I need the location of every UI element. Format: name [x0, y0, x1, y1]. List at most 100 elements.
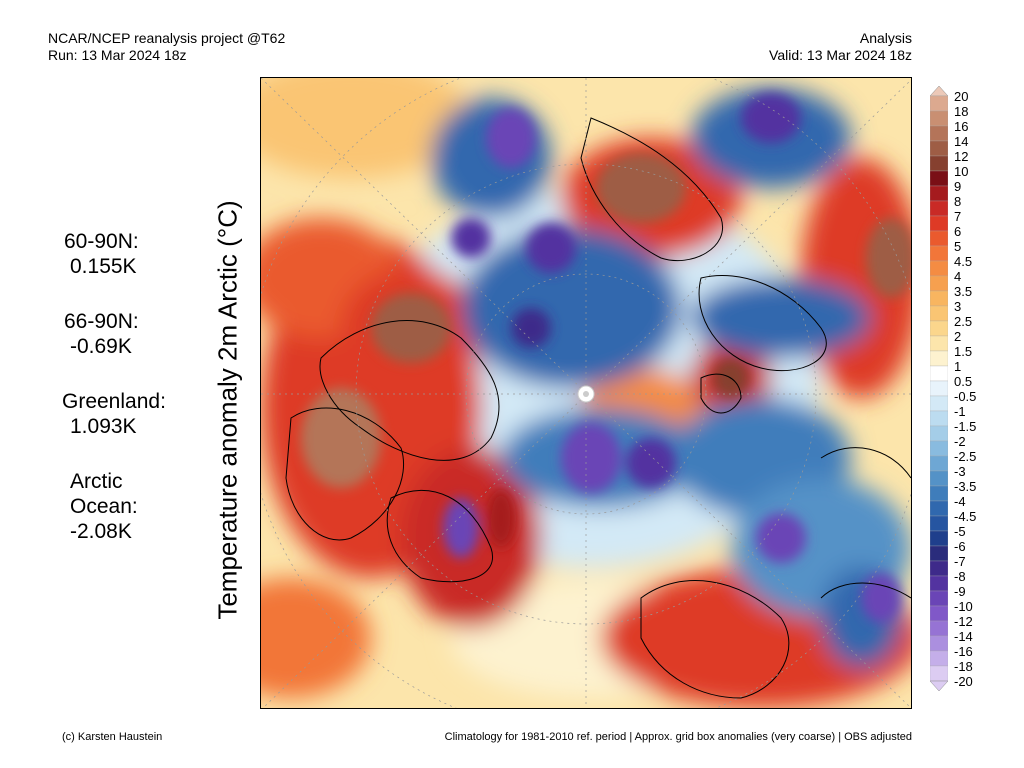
stat-label: 60-90N: [64, 230, 139, 253]
header-right: Analysis Valid: 13 Mar 2024 18z [769, 30, 912, 64]
stat-label: Arctic [70, 470, 123, 493]
colorbar-tick-label: -20 [954, 674, 973, 689]
colorbar-swatches [929, 85, 949, 692]
anomaly-field [261, 78, 911, 708]
colorbar-tick-label: 4 [954, 269, 962, 284]
colorbar-swatch [929, 515, 949, 532]
colorbar-tick-label: 8 [954, 194, 962, 209]
colorbar-tick-label: -0.5 [954, 389, 977, 404]
colorbar-arrow-bottom [929, 680, 949, 692]
colorbar-swatch [929, 545, 949, 562]
colorbar-swatch [929, 260, 949, 277]
colorbar-swatch [929, 620, 949, 637]
colorbar-swatch [929, 335, 949, 352]
colorbar-tick-label: -4.5 [954, 509, 977, 524]
footer-note: Climatology for 1981-2010 ref. period | … [444, 731, 912, 743]
colorbar-tick-label: 4.5 [954, 254, 973, 269]
colorbar-swatch [929, 590, 949, 607]
colorbar-tick-label: 7 [954, 209, 962, 224]
colorbar-swatch [929, 440, 949, 457]
colorbar-tick-label: -16 [954, 644, 973, 659]
stat-value: -0.69K [70, 335, 132, 358]
colorbar-arrow-top [929, 85, 949, 97]
stat-label: 66-90N: [64, 310, 139, 333]
colorbar-swatch [929, 275, 949, 292]
colorbar-swatch [929, 290, 949, 307]
colorbar-tick-label: -7 [954, 554, 966, 569]
colorbar-swatch [929, 110, 949, 127]
colorbar-swatch [929, 530, 949, 547]
colorbar-tick-label: 16 [954, 119, 969, 134]
colorbar-swatch [929, 455, 949, 472]
credit: (c) Karsten Haustein [62, 731, 163, 743]
colorbar-tick-label: 5 [954, 239, 962, 254]
colorbar-swatch [929, 425, 949, 442]
project-title: NCAR/NCEP reanalysis project @T62 [48, 30, 286, 46]
colorbar-tick-label: 12 [954, 149, 969, 164]
valid-time: Valid: 13 Mar 2024 18z [769, 47, 912, 63]
colorbar-swatch [929, 230, 949, 247]
anomaly-map [260, 77, 912, 709]
analysis-label: Analysis [859, 30, 912, 46]
colorbar-tick-label: 3.5 [954, 284, 973, 299]
run-time: Run: 13 Mar 2024 18z [48, 47, 187, 63]
colorbar-swatch [929, 470, 949, 487]
colorbar-tick-label: 1 [954, 359, 962, 374]
colorbar-tick-label: 20 [954, 89, 969, 104]
map-canvas [261, 78, 911, 708]
colorbar-swatch [929, 350, 949, 367]
colorbar-swatch [929, 170, 949, 187]
colorbar-tick-label: -10 [954, 599, 973, 614]
colorbar-tick-label: -3 [954, 464, 966, 479]
stat-60-90n: 60-90N: 0.155K [64, 229, 139, 279]
colorbar-swatch [929, 605, 949, 622]
colorbar-tick-label: -8 [954, 569, 966, 584]
colorbar-tick-label: -12 [954, 614, 973, 629]
colorbar-swatch [929, 140, 949, 157]
colorbar-tick-label: -2 [954, 434, 966, 449]
colorbar-swatch [929, 410, 949, 427]
colorbar-tick-label: 14 [954, 134, 969, 149]
colorbar-tick-label: -9 [954, 584, 966, 599]
colorbar-swatch [929, 215, 949, 232]
stat-arctic-ocean: Arctic Ocean: -2.08K [70, 469, 138, 544]
colorbar-swatch [929, 365, 949, 382]
colorbar-tick-label: 6 [954, 224, 962, 239]
colorbar-swatch [929, 665, 949, 682]
anomaly-extremes [301, 93, 911, 623]
colorbar-swatch [929, 95, 949, 112]
colorbar-swatch [929, 560, 949, 577]
colorbar-swatch [929, 485, 949, 502]
colorbar-tick-label: -14 [954, 629, 973, 644]
graticule [261, 78, 911, 708]
colorbar-tick-label: 2 [954, 329, 962, 344]
colorbar-swatch [929, 650, 949, 667]
stat-66-90n: 66-90N: -0.69K [64, 309, 139, 359]
colorbar-swatch [929, 380, 949, 397]
map-title: Temperature anomaly 2m Arctic (°C) [212, 200, 243, 620]
colorbar-swatch [929, 245, 949, 262]
colorbar-swatch [929, 500, 949, 517]
colorbar-swatch [929, 185, 949, 202]
colorbar-tick-label: -3.5 [954, 479, 977, 494]
colorbar-tick-label: 9 [954, 179, 962, 194]
colorbar-swatch [929, 635, 949, 652]
colorbar-tick-label: 2.5 [954, 314, 973, 329]
colorbar-swatch [929, 575, 949, 592]
stat-value: 1.093K [70, 415, 137, 438]
colorbar-tick-label: -1 [954, 404, 966, 419]
colorbar-tick-label: -18 [954, 659, 973, 674]
colorbar-tick-label: 3 [954, 299, 962, 314]
header-left: NCAR/NCEP reanalysis project @T62 Run: 1… [48, 30, 285, 64]
colorbar-tick-label: 10 [954, 164, 969, 179]
north-pole-marker [577, 385, 595, 403]
colorbar-tick-label: 1.5 [954, 344, 973, 359]
colorbar-tick-label: 0.5 [954, 374, 973, 389]
colorbar-tick-label: -5 [954, 524, 966, 539]
colorbar [929, 85, 949, 701]
colorbar-tick-label: -1.5 [954, 419, 977, 434]
stat-value: 0.155K [70, 255, 137, 278]
colorbar-swatch [929, 320, 949, 337]
colorbar-swatch [929, 125, 949, 142]
colorbar-tick-label: -6 [954, 539, 966, 554]
